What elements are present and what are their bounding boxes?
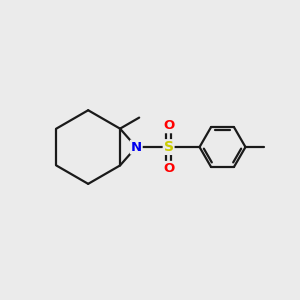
Text: N: N bbox=[131, 141, 142, 154]
Text: O: O bbox=[163, 119, 174, 132]
Text: S: S bbox=[164, 140, 174, 154]
Text: O: O bbox=[163, 162, 174, 175]
